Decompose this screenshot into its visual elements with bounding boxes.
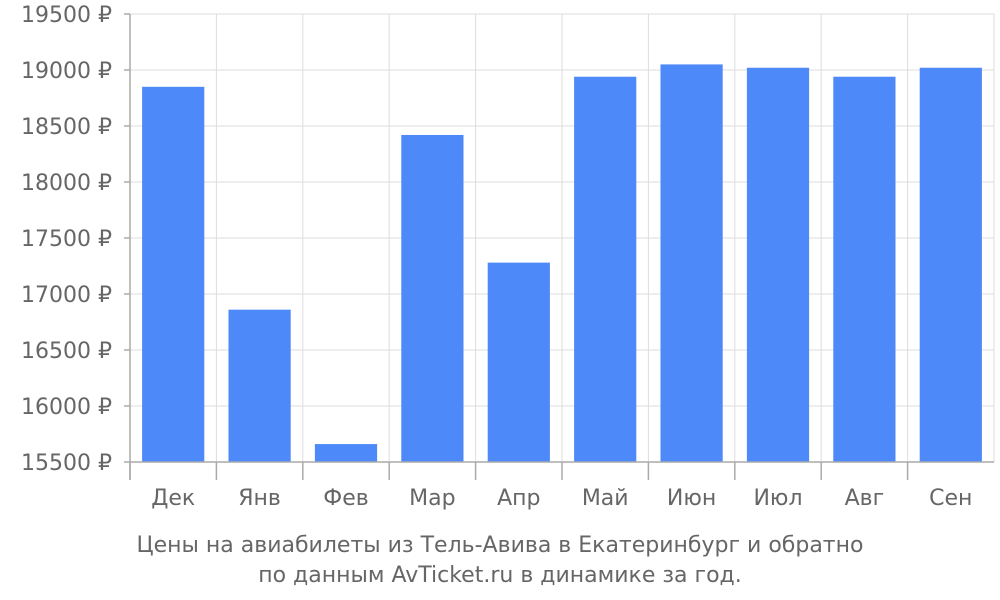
bar-chart: 15500 ₽ 16000 ₽ 16500 ₽ 17000 ₽ 17500 ₽ 18000…	[21, 3, 995, 511]
y-tick-label: 17000 ₽	[21, 283, 112, 308]
chart-caption-line-2: по данным AvTicket.ru в динамике за год.	[258, 563, 742, 588]
x-tick-labels: Дек Янв Фев Мар Апр Май Июн Июл Авг Сен	[151, 486, 972, 511]
bar	[487, 262, 550, 462]
chart-caption-line-1: Цены на авиабилеты из Тель-Авива в Екате…	[136, 533, 864, 558]
x-tick-label: Дек	[151, 486, 195, 511]
grid-lines	[130, 13, 995, 463]
bar	[142, 86, 205, 463]
y-tick-label: 19500 ₽	[21, 3, 112, 28]
x-tick-label: Янв	[238, 486, 281, 511]
x-tick-label: Авг	[845, 486, 885, 511]
bar	[228, 309, 291, 462]
x-tick-label: Июл	[753, 486, 802, 511]
axes	[124, 13, 994, 480]
y-tick-label: 19000 ₽	[21, 59, 112, 84]
x-tick-label: Фев	[323, 486, 368, 511]
bar	[833, 76, 896, 462]
x-tick-label: Июн	[667, 486, 716, 511]
bar	[919, 67, 982, 462]
x-tick-label: Сен	[929, 486, 972, 511]
bar	[746, 67, 810, 462]
y-tick-label: 18000 ₽	[21, 171, 112, 196]
x-tick-label: Апр	[497, 486, 540, 511]
y-tick-label: 18500 ₽	[21, 115, 112, 140]
bars	[142, 64, 982, 463]
y-tick-label: 15500 ₽	[21, 451, 112, 476]
y-tick-label: 17500 ₽	[21, 227, 112, 252]
y-tick-label: 16000 ₽	[21, 395, 112, 420]
bar	[401, 134, 464, 462]
x-tick-label: Мар	[409, 486, 455, 511]
y-tick-labels: 15500 ₽ 16000 ₽ 16500 ₽ 17000 ₽ 17500 ₽ 18000…	[21, 3, 112, 476]
bar	[660, 64, 723, 463]
x-tick-label: Май	[582, 486, 629, 511]
y-tick-label: 16500 ₽	[21, 339, 112, 364]
bar	[574, 76, 637, 462]
bar	[314, 444, 378, 462]
